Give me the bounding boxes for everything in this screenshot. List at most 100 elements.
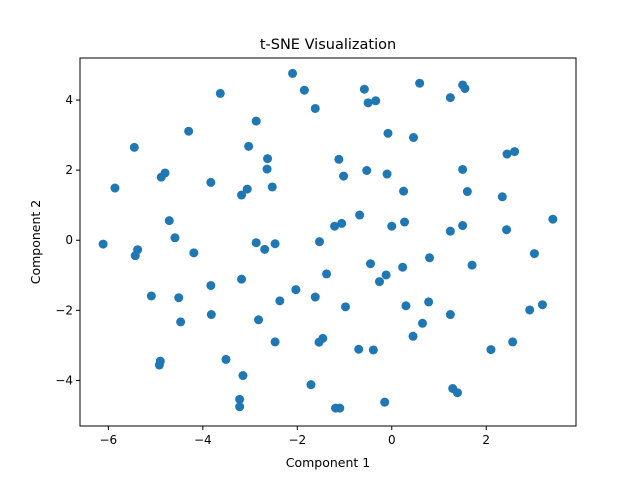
x-tick-label: 2: [482, 433, 490, 447]
scatter-point: [368, 345, 378, 355]
scatter-point: [401, 301, 411, 311]
scatter-point: [382, 169, 392, 179]
scatter-point: [176, 317, 186, 327]
scatter-point: [251, 116, 261, 126]
scatter-point: [387, 221, 397, 231]
points-layer: [98, 68, 558, 413]
scatter-point: [381, 270, 391, 280]
x-tick-label: −4: [194, 433, 212, 447]
scatter-point: [529, 249, 539, 259]
scatter-point: [189, 248, 199, 258]
scatter-point: [400, 217, 410, 227]
y-axis-ticks: −4 −2 0 2 4: [55, 93, 80, 387]
scatter-point: [262, 164, 272, 174]
scatter-point: [237, 190, 247, 200]
scatter-point: [408, 331, 418, 341]
scatter-point: [460, 83, 470, 93]
scatter-point: [244, 141, 254, 151]
scatter-point: [98, 239, 108, 249]
scatter-point: [254, 315, 264, 325]
scatter-point: [288, 68, 298, 78]
scatter-point: [291, 285, 301, 295]
scatter-point: [537, 300, 547, 310]
scatter-point: [337, 218, 347, 228]
scatter-point: [510, 147, 520, 157]
scatter-point: [467, 260, 477, 270]
scatter-point: [310, 103, 320, 113]
scatter-point: [339, 171, 349, 181]
x-axis-label: Component 1: [286, 455, 371, 470]
scatter-point: [275, 296, 285, 306]
x-axis-ticks: −6 −4 −2 0 2: [99, 426, 490, 447]
scatter-point: [318, 333, 328, 343]
scatter-point: [415, 78, 425, 88]
scatter-point: [221, 354, 231, 364]
scatter-point: [462, 187, 472, 197]
scatter-point: [424, 297, 434, 307]
scatter-point: [445, 310, 455, 320]
scatter-point: [160, 168, 170, 178]
scatter-point: [267, 182, 277, 192]
scatter-point: [206, 310, 216, 320]
scatter-point: [525, 305, 535, 315]
scatter-point: [486, 345, 496, 355]
scatter-point: [380, 397, 390, 407]
y-tick-label: −2: [55, 303, 73, 317]
scatter-point: [235, 394, 245, 404]
scatter-point: [170, 233, 180, 243]
scatter-point: [130, 251, 140, 261]
plot-frame: [79, 57, 577, 427]
scatter-point: [206, 280, 216, 290]
scatter-point: [260, 244, 270, 254]
scatter-point: [146, 291, 156, 301]
scatter-point: [322, 269, 332, 279]
scatter-point: [334, 154, 344, 164]
scatter-point: [340, 302, 350, 312]
scatter-point: [502, 149, 512, 159]
scatter-point: [242, 184, 252, 194]
scatter-point: [184, 126, 194, 136]
scatter-point: [371, 96, 381, 106]
scatter-point: [310, 292, 320, 302]
scatter-point: [330, 221, 340, 231]
scatter-point: [270, 337, 280, 347]
scatter-point: [270, 239, 280, 249]
scatter-point: [458, 221, 468, 231]
scatter-point: [354, 344, 364, 354]
scatter-point: [263, 154, 273, 164]
scatter-point: [458, 164, 468, 174]
scatter-point: [251, 238, 261, 248]
scatter-point: [206, 177, 216, 187]
scatter-point: [238, 371, 248, 381]
scatter-point: [362, 166, 372, 175]
scatter-point: [154, 360, 164, 370]
scatter-point: [409, 133, 418, 143]
scatter-point: [508, 337, 518, 347]
x-tick-label: −2: [288, 433, 306, 447]
scatter-point: [359, 84, 369, 94]
scatter-point: [299, 85, 309, 95]
scatter-point: [366, 259, 376, 269]
scatter-point: [215, 88, 225, 98]
scatter-point: [363, 98, 373, 108]
scatter-point: [417, 318, 427, 328]
x-tick-label: −6: [99, 433, 117, 447]
chart-title: t-SNE Visualization: [260, 37, 396, 53]
scatter-point: [398, 262, 408, 272]
scatter-point: [383, 128, 393, 138]
scatter-point: [315, 237, 324, 247]
scatter-point: [235, 402, 245, 412]
scatter-point: [129, 142, 139, 152]
x-tick-label: 0: [388, 433, 396, 447]
y-axis-label: Component 2: [28, 200, 43, 285]
y-tick-label: −4: [55, 373, 73, 387]
scatter-point: [548, 214, 558, 224]
scatter-point: [374, 277, 384, 287]
scatter-point: [174, 293, 184, 303]
y-tick-label: 2: [65, 163, 73, 177]
scatter-point: [110, 183, 120, 193]
scatter-point: [445, 93, 455, 103]
y-tick-label: 4: [65, 93, 73, 107]
scatter-point: [497, 192, 507, 202]
